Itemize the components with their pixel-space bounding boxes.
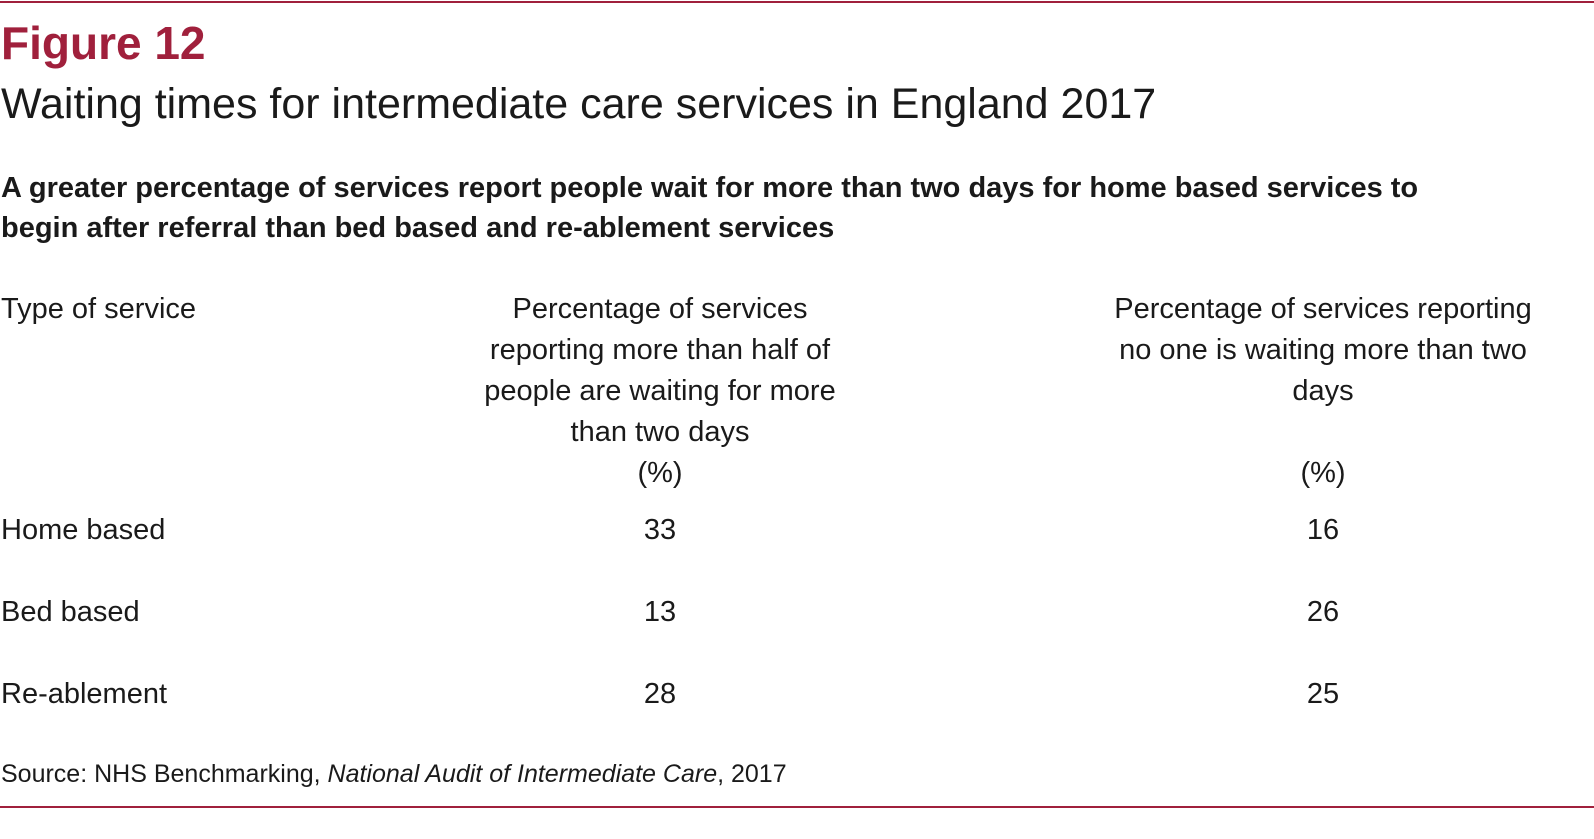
cell-more-than-half: 13 xyxy=(643,596,677,628)
figure-label: Figure 12 xyxy=(1,17,206,69)
table-row: Home based 33 16 xyxy=(0,510,1594,551)
figure-subtitle: A greater percentage of services report … xyxy=(1,172,1419,244)
source-prefix: Source: NHS Benchmarking, xyxy=(1,760,328,788)
column-header-more-than-half: Percentage of services reporting more th… xyxy=(484,293,836,448)
column-header-no-one-waiting: Percentage of services reporting no one … xyxy=(1114,293,1532,407)
figure-title: Waiting times for intermediate care serv… xyxy=(1,80,1157,128)
column-header-type: Type of service xyxy=(1,293,197,325)
source-suffix: , 2017 xyxy=(717,760,787,788)
row-label: Home based xyxy=(1,514,166,546)
column-unit-no-one-waiting: (%) xyxy=(1300,457,1346,489)
table-row: Bed based 13 26 xyxy=(0,592,1594,633)
source-publication: National Audit of Intermediate Care xyxy=(327,760,718,788)
source-note: Source: NHS Benchmarking, National Audit… xyxy=(1,756,787,792)
table-row: Re-ablement 28 25 xyxy=(0,674,1594,715)
bottom-rule xyxy=(0,806,1594,808)
cell-no-one-waiting: 26 xyxy=(1306,596,1340,628)
cell-no-one-waiting: 16 xyxy=(1306,514,1340,546)
cell-more-than-half: 28 xyxy=(643,678,677,710)
cell-no-one-waiting: 25 xyxy=(1306,678,1340,710)
column-unit-more-than-half: (%) xyxy=(637,457,683,489)
cell-more-than-half: 33 xyxy=(643,514,677,546)
top-rule xyxy=(0,1,1594,3)
row-label: Re-ablement xyxy=(1,678,168,710)
row-label: Bed based xyxy=(1,596,140,628)
